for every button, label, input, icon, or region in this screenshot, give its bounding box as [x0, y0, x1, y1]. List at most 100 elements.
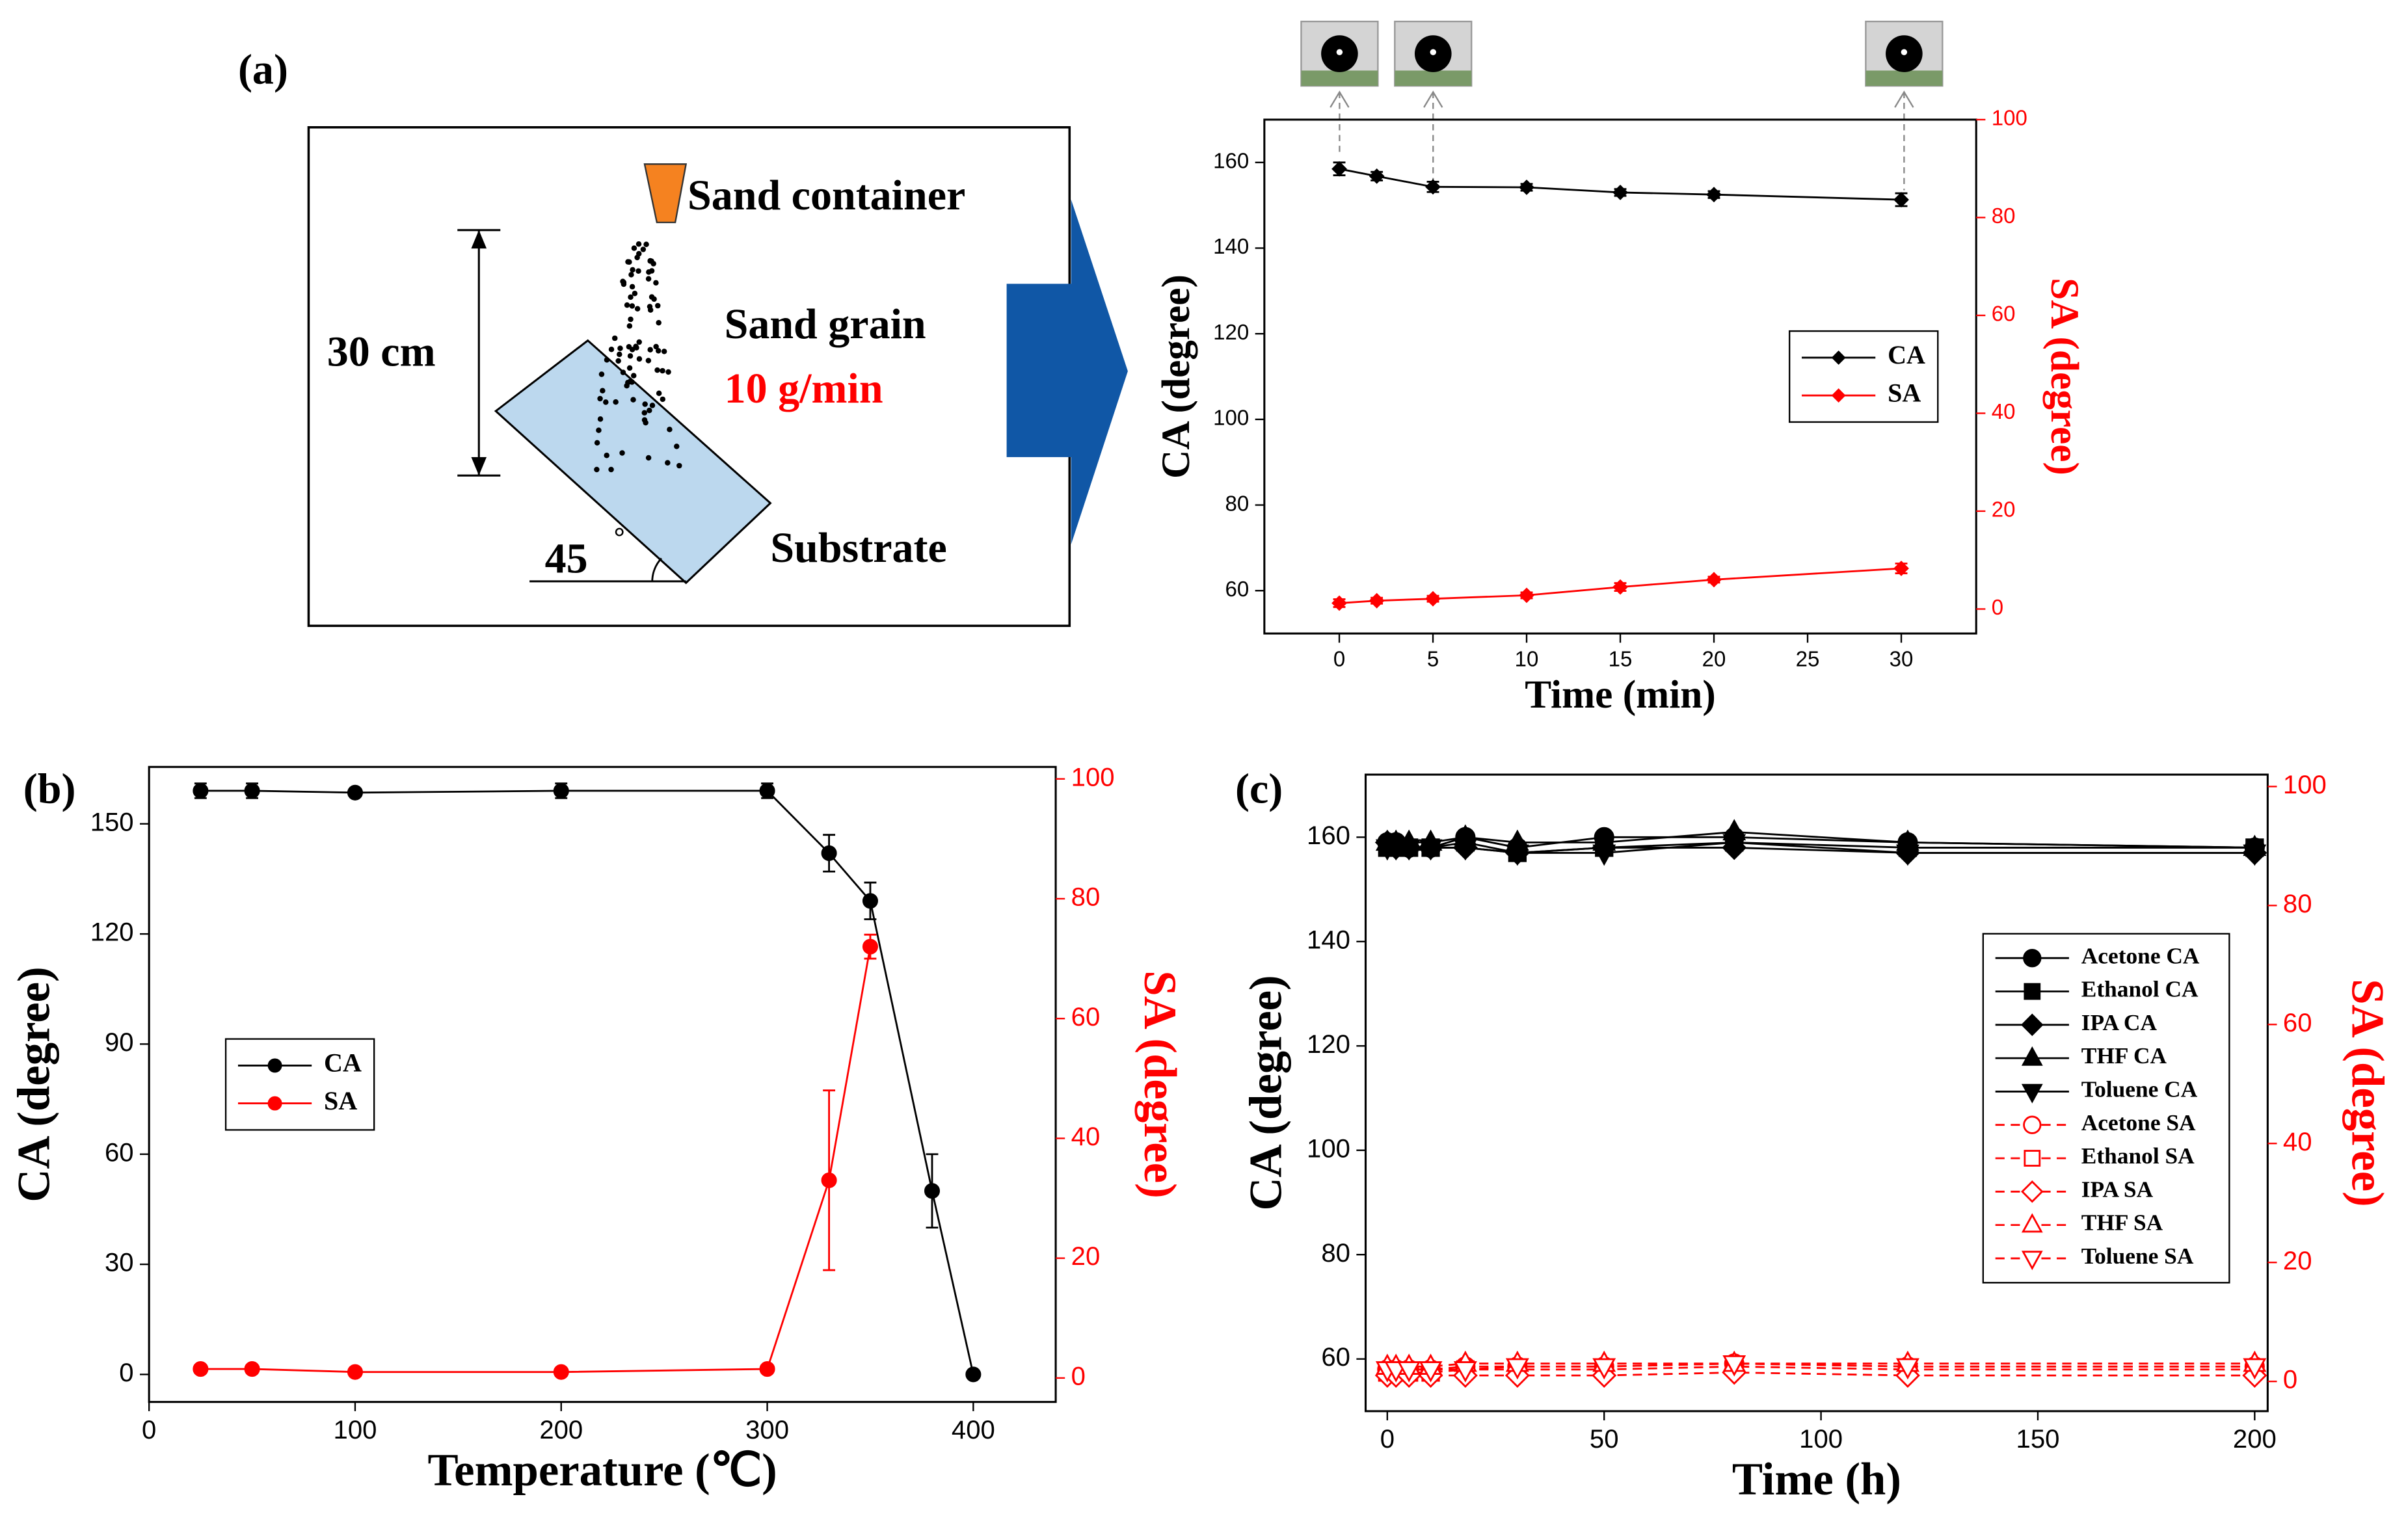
marker: [1331, 161, 1347, 177]
marker: [347, 784, 363, 801]
sand-grain: [626, 344, 632, 350]
y-tick-label: 140: [1213, 234, 1249, 258]
marker: [759, 1361, 775, 1377]
y2-tick-label: 0: [2283, 1366, 2297, 1394]
y-tick-label: 100: [1213, 406, 1249, 430]
x-tick-label: 300: [745, 1416, 789, 1444]
legend-label: Ethanol CA: [2081, 976, 2199, 1002]
marker: [1722, 1355, 1746, 1377]
marker: [2021, 1046, 2043, 1066]
angle-arc: [651, 557, 662, 581]
legend-label: SA: [324, 1086, 357, 1115]
y2-tick-label: 100: [2283, 771, 2327, 799]
marker: [2021, 1180, 2044, 1203]
y2-tick-label: 0: [1992, 595, 2003, 619]
marker: [1419, 839, 1443, 861]
y-tick-label: 80: [1225, 491, 1250, 515]
sand-grain: [597, 395, 603, 402]
sand-grain: [635, 268, 641, 274]
y2-axis-label: SA (degree): [2042, 278, 2087, 475]
marker: [1592, 844, 1616, 866]
sand-grain: [597, 416, 604, 422]
y2-tick-label: 40: [1992, 399, 2016, 423]
marker: [244, 1361, 260, 1377]
sand-grain: [624, 382, 630, 389]
sand-grain: [630, 397, 636, 403]
sand-grain: [628, 294, 634, 300]
sand-grain: [653, 343, 659, 350]
pointer-head: [1894, 90, 1914, 108]
sand-grain: [655, 348, 662, 354]
x-tick-label: 100: [334, 1416, 377, 1444]
sand-grain: [647, 304, 653, 310]
marker: [1419, 1361, 1443, 1383]
sand-grain: [629, 284, 635, 290]
y-tick-label: 60: [105, 1138, 134, 1167]
legend-label: Ethanol SA: [2081, 1143, 2195, 1169]
y-tick-label: 30: [105, 1249, 134, 1277]
marker: [1831, 351, 1846, 365]
y2-tick-label: 20: [2283, 1247, 2312, 1275]
sand-grain: [630, 267, 635, 273]
y-tick-label: 160: [1307, 821, 1350, 850]
y2-tick-label: 60: [1992, 302, 2016, 326]
sand-grain: [615, 358, 621, 364]
plot-frame: [148, 765, 1057, 1403]
sand-grain: [611, 335, 618, 341]
y-tick-label: 100: [1307, 1134, 1350, 1163]
marker: [821, 845, 837, 861]
y-tick-label: 90: [105, 1028, 134, 1057]
legend-box: [224, 1038, 375, 1131]
marker: [347, 1364, 363, 1380]
flow-arrow: [1006, 199, 1128, 545]
marker: [2024, 983, 2041, 1000]
x-axis-label: Temperature (℃): [427, 1445, 777, 1496]
arrow-head: [471, 230, 487, 249]
x-tick-label: 30: [1890, 647, 1914, 671]
x-tick-label: 50: [1590, 1425, 1619, 1454]
x-tick-label: 20: [1702, 647, 1726, 671]
sand-grain: [617, 351, 622, 358]
y2-tick-label: 80: [1071, 883, 1101, 912]
y2-tick-label: 60: [1071, 1003, 1101, 1031]
sand-grain: [648, 294, 655, 300]
pointer-head: [1330, 90, 1350, 108]
y2-tick-label: 0: [1071, 1362, 1086, 1390]
sand-grain: [645, 358, 652, 364]
marker: [1893, 192, 1909, 208]
marker: [2243, 844, 2267, 866]
series-line: [1387, 1362, 2255, 1368]
sand-grain: [624, 302, 630, 308]
sand-grain: [647, 258, 653, 264]
sand-grain: [635, 241, 642, 247]
legend-label: Acetone CA: [2081, 942, 2200, 968]
y2-tick-label: 40: [2283, 1128, 2312, 1156]
sand-grain: [634, 254, 640, 261]
marker: [1505, 844, 1529, 866]
sand-grain: [665, 369, 671, 375]
y-tick-label: 120: [90, 918, 134, 947]
droplet-photo: [1300, 20, 1379, 87]
legend-label: THF SA: [2081, 1210, 2163, 1236]
y-tick-label: 0: [119, 1359, 133, 1387]
sand-grain: [608, 466, 614, 473]
sand-container: [643, 163, 688, 224]
sand-grain: [674, 444, 680, 449]
sand-grain: [654, 367, 660, 373]
y-axis-label: CA (degree): [1241, 975, 1292, 1210]
y-tick-label: 60: [1321, 1343, 1350, 1372]
marker: [1519, 587, 1534, 604]
marker: [2023, 949, 2042, 968]
marker: [1369, 168, 1385, 184]
x-tick-label: 15: [1609, 647, 1633, 671]
sand-grain: [630, 373, 637, 378]
marker: [1592, 1358, 1616, 1380]
legend-label: Acetone SA: [2081, 1109, 2196, 1135]
sand-grain: [660, 367, 665, 374]
sand-grain: [636, 356, 643, 362]
marker: [2021, 1251, 2043, 1271]
label: 10 g/min: [725, 365, 883, 412]
label: Sand container: [688, 172, 965, 219]
marker: [2021, 1013, 2044, 1037]
sand-grain: [628, 272, 634, 278]
